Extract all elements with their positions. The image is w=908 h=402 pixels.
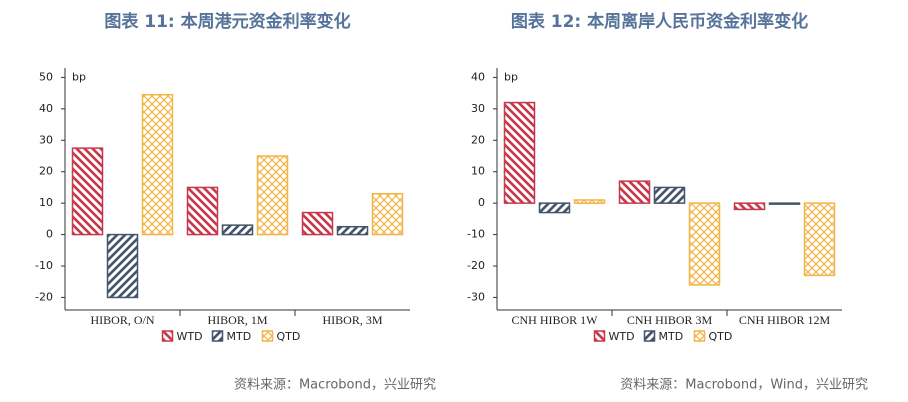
x-tick-label: CNH HIBOR 12M xyxy=(739,313,831,327)
chart-title: 图表 11: 本周港元资金利率变化 xyxy=(104,11,350,32)
y-tick-label: -30 xyxy=(467,290,485,303)
unit-label: bp xyxy=(72,70,86,83)
y-tick-label: -10 xyxy=(467,228,485,241)
bar xyxy=(71,147,104,236)
y-tick-label: 50 xyxy=(39,70,53,83)
x-tick-label: HIBOR, 1M xyxy=(207,313,267,327)
bar xyxy=(618,180,651,204)
y-tick-label: 10 xyxy=(471,165,485,178)
y-tick-label: 40 xyxy=(39,102,53,115)
legend-swatch xyxy=(693,330,706,342)
legend-label: WTD xyxy=(609,330,635,343)
bar xyxy=(538,202,571,214)
y-tick-label: 30 xyxy=(471,102,485,115)
y-tick-label: 40 xyxy=(471,70,485,83)
legend-label: WTD xyxy=(177,330,203,343)
bar xyxy=(221,224,254,236)
bar xyxy=(573,199,606,204)
y-tick-label: 10 xyxy=(39,196,53,209)
legend-swatch xyxy=(161,330,174,342)
legend-label: MTD xyxy=(227,330,252,343)
legend-label: MTD xyxy=(659,330,684,343)
y-tick-label: 0 xyxy=(478,196,485,209)
bar xyxy=(336,225,369,236)
x-tick-label: CNH HIBOR 3M xyxy=(627,313,713,327)
unit-label: bp xyxy=(504,70,518,83)
y-tick-label: -10 xyxy=(35,259,53,272)
bar xyxy=(768,202,801,205)
source-note: 资料来源：Macrobond，兴业研究 xyxy=(234,378,436,393)
y-tick-label: 30 xyxy=(39,133,53,146)
y-tick-label: -20 xyxy=(35,290,53,303)
bar xyxy=(371,192,404,236)
bar xyxy=(256,155,289,236)
legend-swatch xyxy=(593,330,606,342)
x-tick-label: HIBOR, 3M xyxy=(322,313,382,327)
bar xyxy=(688,202,721,286)
bar xyxy=(503,101,536,204)
y-tick-label: -20 xyxy=(467,259,485,272)
bar xyxy=(653,186,686,204)
legend-swatch xyxy=(211,330,224,342)
bar xyxy=(733,202,766,211)
legend-label: QTD xyxy=(709,330,733,343)
bar xyxy=(141,93,174,236)
x-tick-label: CNH HIBOR 1W xyxy=(512,313,599,327)
bar xyxy=(106,233,139,299)
x-tick-label: HIBOR, O/N xyxy=(90,313,154,327)
bar xyxy=(803,202,836,277)
bar xyxy=(301,211,334,236)
y-tick-label: 20 xyxy=(39,165,53,178)
y-tick-label: 20 xyxy=(471,133,485,146)
bar xyxy=(186,186,219,236)
legend-swatch xyxy=(261,330,274,342)
legend-swatch xyxy=(643,330,656,342)
y-tick-label: 0 xyxy=(46,228,53,241)
chart-title: 图表 12: 本周离岸人民币资金利率变化 xyxy=(511,11,808,32)
legend-label: QTD xyxy=(277,330,301,343)
source-note: 资料来源：Macrobond，Wind，兴业研究 xyxy=(620,378,868,393)
